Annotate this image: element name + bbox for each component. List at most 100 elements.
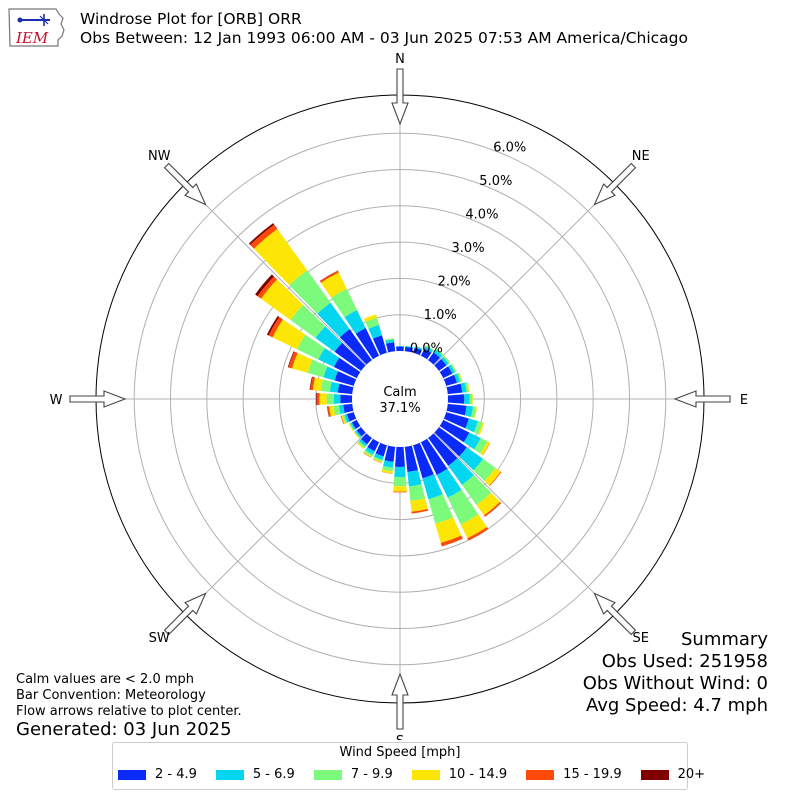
flow-arrow-icon — [163, 592, 207, 636]
windrose-bar-segment — [428, 352, 441, 365]
compass-label: E — [740, 393, 748, 408]
windrose-bar-segment — [350, 422, 356, 431]
windrose-bar-segment — [326, 406, 330, 418]
radial-tick-label: 0.0% — [410, 342, 443, 357]
windrose-bar-segment — [344, 414, 350, 423]
windrose-bar-segment — [422, 474, 443, 500]
compass-labels: N NE E SE S SW W NW — [50, 52, 749, 740]
windrose-bar-segment — [469, 393, 473, 405]
compass-label: SW — [149, 631, 170, 646]
legend-swatch — [640, 769, 669, 780]
windrose-bar-segment — [319, 393, 327, 405]
windrose-bar-segment — [337, 383, 354, 395]
windrose-bar-segment — [312, 377, 323, 391]
windrose-bar-segment — [484, 467, 501, 486]
windrose-bar-segment — [346, 412, 357, 422]
obs-without-wind: Obs Without Wind: 0 — [582, 673, 768, 694]
windrose-bar-segment — [307, 359, 328, 378]
compass-label: S — [396, 734, 404, 740]
windrose-bar-segment — [333, 405, 341, 416]
windrose-bar-segment — [253, 229, 308, 286]
windrose-bar-segment — [464, 405, 474, 418]
windrose-bar-segment — [338, 404, 345, 415]
windrose-bar-segment — [446, 403, 467, 416]
windrose-bar-segment — [439, 419, 470, 443]
windrose-bar-segment — [287, 351, 295, 368]
windrose-bar-segment — [473, 421, 483, 435]
windrose-bar-segment — [367, 438, 380, 452]
legend-item: 7 - 9.9 — [313, 767, 393, 782]
windrose-bar-segment — [257, 276, 278, 299]
windrose-bar-segment — [316, 392, 318, 406]
windrose-bar-segment — [373, 456, 383, 462]
windrose-bar-segment — [466, 381, 470, 393]
windrose-bar-segment — [316, 392, 320, 406]
windrose-bar-segment — [393, 476, 407, 487]
windrose-bar-segment — [465, 418, 478, 433]
windrose-bar-segment — [334, 371, 357, 386]
radial-tick-label: 2.0% — [438, 275, 471, 290]
windrose-bar-segment — [255, 274, 274, 297]
windrose-bar-segment — [457, 372, 462, 382]
windrose-bar-segment — [414, 346, 423, 351]
chart-subtitle: Obs Between: 12 Jan 1993 06:00 AM - 03 J… — [80, 29, 688, 47]
flow-arrows-note: Flow arrows relative to plot center. — [16, 704, 242, 719]
windrose-bar-segment — [433, 349, 443, 358]
windrose-bar-segment — [268, 316, 283, 338]
legend-label: 10 - 14.9 — [448, 767, 508, 782]
windrose-bar-segment — [451, 363, 457, 372]
windrose-bar-segment — [348, 423, 354, 432]
legend-label: 2 - 4.9 — [155, 767, 197, 782]
windrose-bar-segment — [443, 374, 458, 386]
compass-label: N — [395, 52, 405, 67]
radial-tick-label: 1.0% — [424, 308, 457, 323]
flow-arrow-shape — [391, 68, 409, 126]
windrose-bar-segment — [385, 339, 395, 344]
windrose-chart: 0.0%1.0%2.0%3.0%4.0%5.0%6.0% NNEESESSWWN… — [50, 52, 749, 740]
legend-item: 15 - 19.9 — [526, 767, 622, 782]
windrose-bar-segment — [333, 357, 361, 379]
radial-tick-label: 4.0% — [465, 208, 498, 223]
iem-logo-text: IEM — [15, 29, 49, 47]
windrose-bar-segment — [385, 338, 394, 341]
windrose-bar-segment — [323, 366, 339, 381]
windrose-bar-segment — [288, 351, 298, 369]
windrose-bar-segment — [356, 427, 366, 437]
windrose-bar-segment — [450, 363, 457, 373]
flow-arrow-shape — [163, 162, 207, 206]
windrose-bar-segment — [272, 319, 306, 350]
flow-arrow-shape — [593, 592, 637, 636]
windrose-bar-segment — [372, 458, 383, 463]
windrose-bar-segment — [331, 288, 357, 318]
windrose-bar-segment — [355, 430, 362, 438]
windrose-bar-segment — [460, 382, 467, 393]
legend-item: 20+ — [640, 767, 705, 782]
windrose-bar-segment — [424, 346, 433, 353]
legend-items: 2 - 4.9 5 - 6.9 7 - 9.9 10 - 14.9 15 - 19.9 2… — [118, 767, 724, 782]
windrose-bar-segment — [320, 272, 347, 298]
calm-label: Calm — [383, 385, 416, 400]
compass-label: NE — [632, 149, 650, 164]
windrose-bar-segment — [353, 431, 360, 439]
summary-heading: Summary — [681, 629, 768, 650]
windrose-bar-segment — [289, 270, 331, 314]
windrose-bar-segment — [413, 442, 434, 479]
obs-used: Obs Used: 251958 — [601, 651, 768, 672]
windrose-bar-segment — [349, 423, 355, 431]
windrose-bar-segment — [414, 345, 423, 349]
windrose-bar-segment — [326, 393, 335, 405]
windrose-bar-segment — [260, 279, 304, 320]
windrose-bar-segment — [356, 442, 365, 450]
windrose-bar-segment — [334, 342, 366, 371]
windrose-bar-segment — [436, 348, 444, 355]
flow-arrow-icon — [673, 390, 731, 408]
windrose-bar-segment — [476, 492, 501, 516]
windrose-bar-segment — [395, 446, 405, 467]
windrose-bar-segment — [458, 372, 463, 382]
calm-note: Calm values are < 2.0 mph — [16, 672, 195, 687]
windrose-bar-segment — [420, 348, 432, 360]
windrose-bar-segment — [428, 433, 458, 466]
flow-arrow-shape — [673, 390, 731, 408]
windrose-bar-segment — [319, 270, 339, 282]
windrose-bar-segment — [448, 364, 455, 374]
